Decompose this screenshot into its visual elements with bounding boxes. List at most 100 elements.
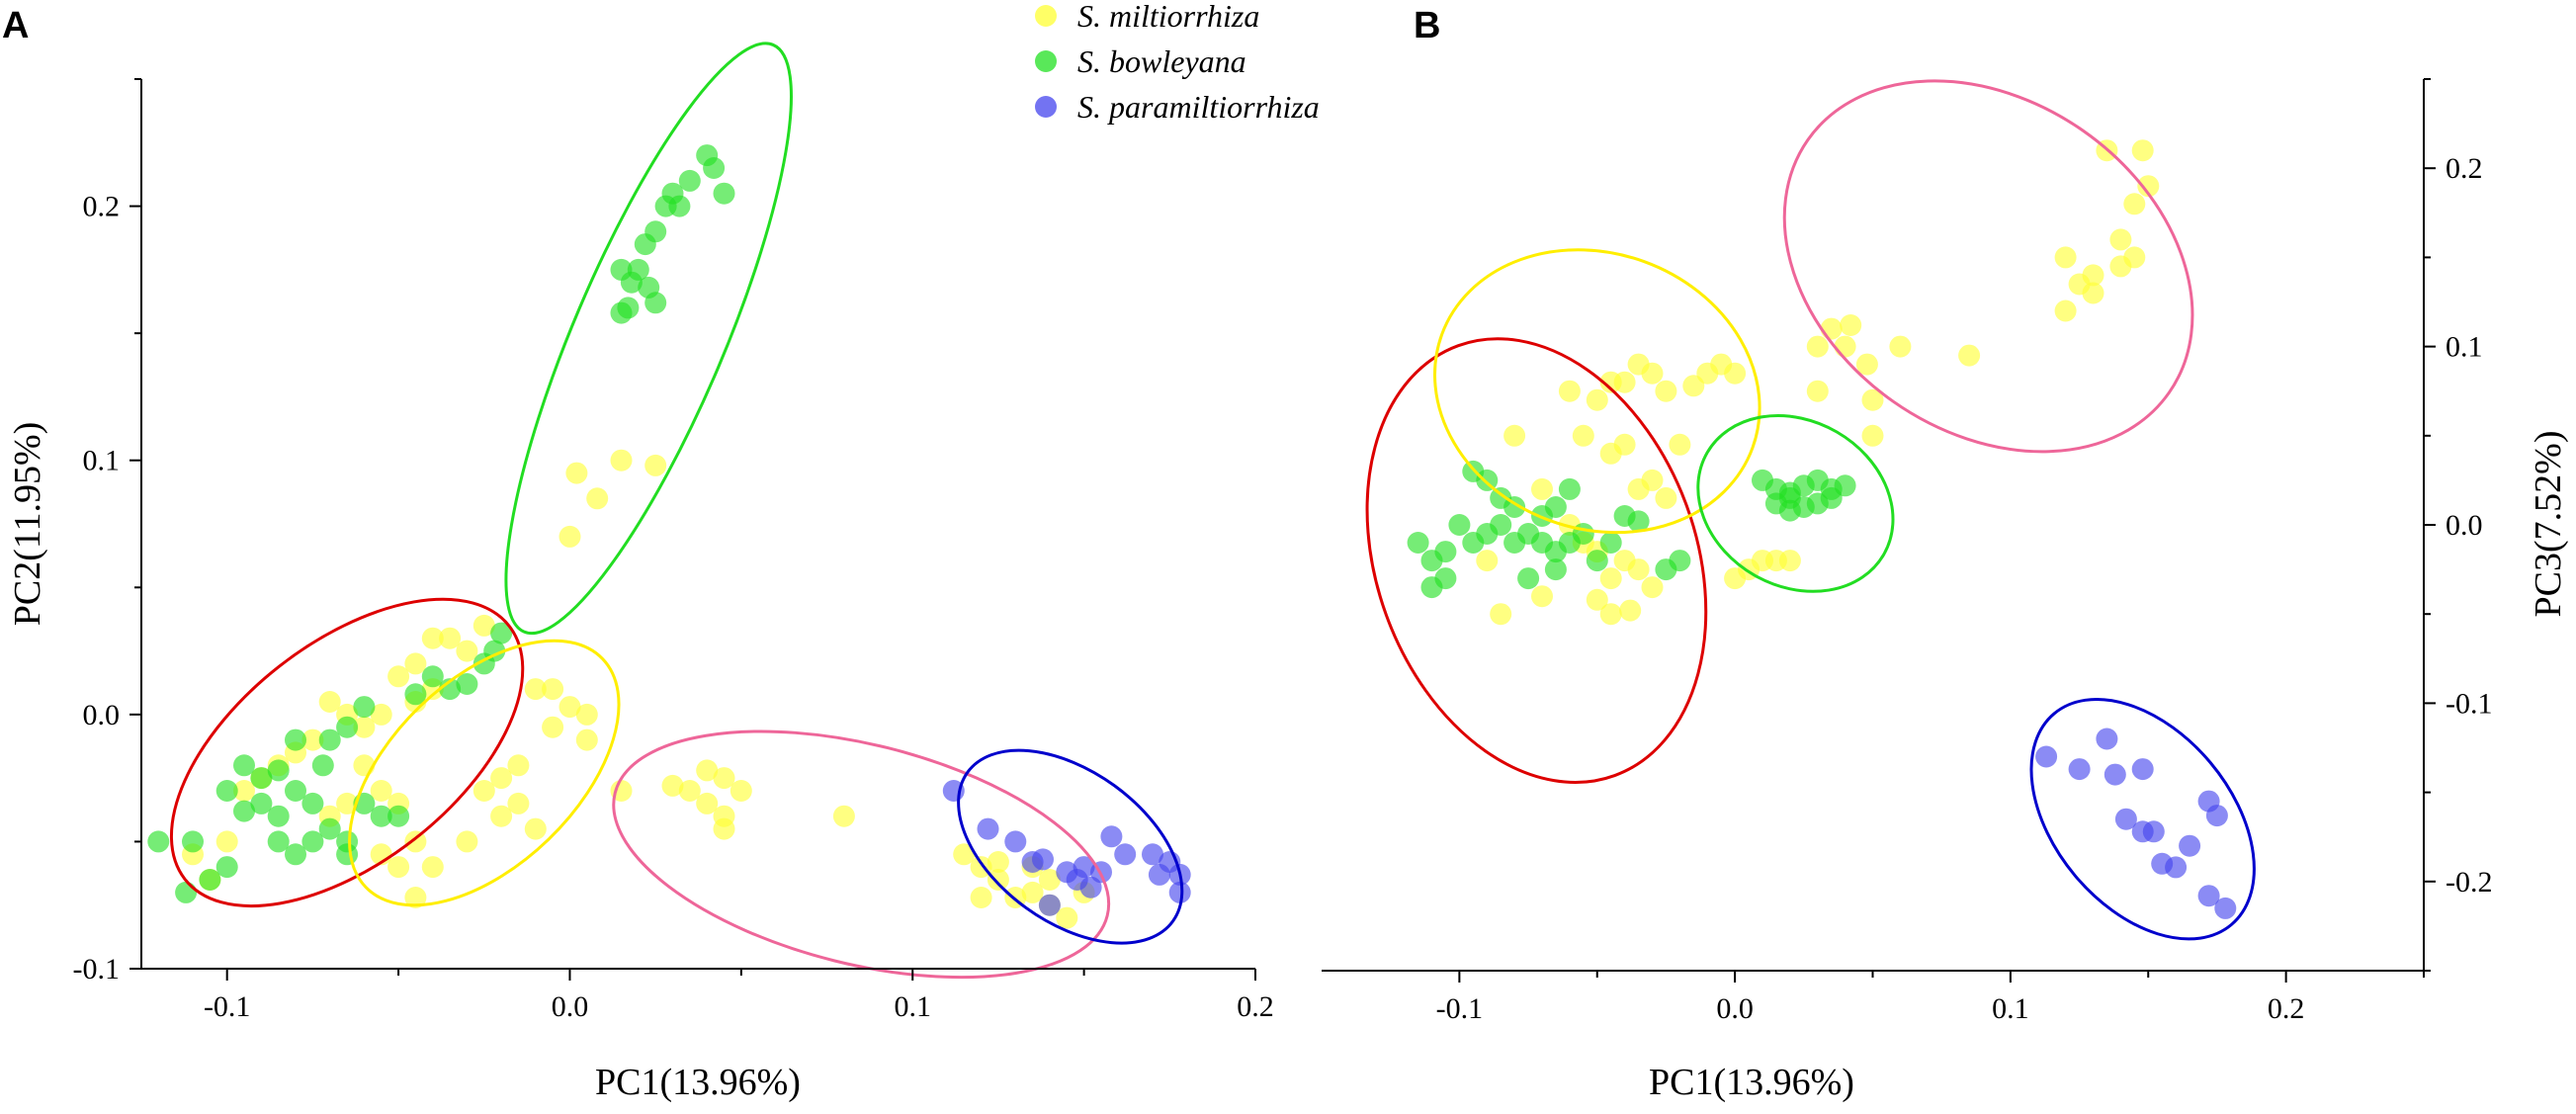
panel-a-point-bowleyana — [654, 195, 677, 217]
panel-b-point-miltiorrhiza — [1840, 314, 1862, 336]
panel-a-point-miltiorrhiza — [987, 851, 1009, 873]
panel-a-x-tick-label: 0.2 — [1237, 990, 1274, 1023]
panel-a-point-paramiltiorrhiza — [1079, 876, 1102, 899]
panel-b-point-bowleyana — [1503, 532, 1526, 554]
panel-b-point-bowleyana — [1586, 550, 1608, 572]
panel-a-point-miltiorrhiza — [301, 728, 324, 751]
panel-a-point-paramiltiorrhiza — [1142, 843, 1163, 866]
panel-a-point-bowleyana — [610, 301, 633, 324]
panel-a-point-bowleyana — [267, 805, 290, 827]
panel-a-point-miltiorrhiza — [490, 767, 513, 790]
panel-a-point-bowleyana — [175, 881, 198, 903]
panel-b-y-tick-label: -0.2 — [2446, 866, 2493, 899]
panel-a-point-miltiorrhiza — [1021, 881, 1044, 903]
panel-a-point-miltiorrhiza — [353, 716, 376, 738]
panel-a-point-bowleyana — [318, 817, 341, 840]
panel-a-point-miltiorrhiza — [558, 696, 581, 719]
panel-b-point-miltiorrhiza — [1778, 550, 1801, 572]
panel-a-point-paramiltiorrhiza — [1004, 830, 1027, 853]
panel-b-confidence-ellipse — [2029, 697, 2256, 941]
panel-b-point-miltiorrhiza — [2054, 300, 2077, 322]
legend: S. miltiorrhiza S. bowleyana S. paramilt… — [1035, 0, 1320, 125]
panel-b-point-miltiorrhiza — [1531, 477, 1553, 500]
panel-a-point-miltiorrhiza — [644, 454, 667, 476]
panel-a-point-paramiltiorrhiza — [1168, 881, 1191, 903]
panel-a-point-bowleyana — [215, 780, 238, 802]
panel-b-point-miltiorrhiza — [1669, 433, 1691, 456]
panel-a-point-miltiorrhiza — [1038, 869, 1061, 891]
legend-marker-bowleyana — [1035, 50, 1057, 72]
panel-b-x-tick-label: 0.1 — [1992, 992, 2029, 1025]
panel-a-point-paramiltiorrhiza — [1032, 848, 1054, 871]
panel-b-point-miltiorrhiza — [1724, 362, 1747, 385]
panel-label-b: B — [1414, 5, 1440, 46]
panel-a-point-miltiorrhiza — [439, 627, 462, 649]
panel-a-point-bowleyana — [301, 830, 324, 853]
panel-b-point-bowleyana — [1420, 550, 1443, 572]
panel-b-point-miltiorrhiza — [1641, 362, 1664, 385]
panel-b-point-paramiltiorrhiza — [2165, 856, 2188, 879]
panel-b-point-bowleyana — [1448, 514, 1471, 536]
panel-b-point-miltiorrhiza — [1599, 567, 1622, 590]
panel-b-x-title: PC1(13.96%) — [1649, 1062, 1854, 1103]
panel-a-point-miltiorrhiza — [661, 774, 684, 797]
panel-b: B -0.1 0.0 0.1 0.2 -0.2 -0.1 0.0 0.1 0.2 PC1(13.… — [1322, 5, 2569, 1103]
panel-a-point-miltiorrhiza — [524, 817, 547, 840]
panel-b-point-paramiltiorrhiza — [2035, 745, 2058, 768]
panel-b-point-paramiltiorrhiza — [2104, 763, 2126, 786]
panel-a-y-tick-label: 0.1 — [83, 445, 121, 477]
panel-a-point-bowleyana — [250, 792, 273, 814]
panel-a-y-title: PC2(11.95%) — [7, 422, 48, 627]
panel-b-point-miltiorrhiza — [1806, 380, 1829, 402]
panel-a-point-miltiorrhiza — [472, 614, 495, 637]
panel-b-point-miltiorrhiza — [1655, 380, 1677, 402]
panel-a-point-miltiorrhiza — [610, 449, 633, 471]
panel-b-point-miltiorrhiza — [1861, 424, 1884, 447]
panel-a-y-tick-label: -0.1 — [73, 953, 121, 985]
panel-a-point-miltiorrhiza — [370, 703, 392, 726]
panel-b-point-miltiorrhiza — [1958, 344, 1981, 367]
panel-b-y-tick-label: -0.1 — [2446, 687, 2493, 720]
panel-b-confidence-ellipse — [1782, 79, 2194, 454]
panel-a-point-bowleyana — [387, 805, 410, 827]
panel-a-point-miltiorrhiza — [558, 525, 581, 548]
panel-a-point-paramiltiorrhiza — [1038, 894, 1061, 916]
panel-b-x-tick-label: -0.1 — [1436, 992, 1484, 1025]
panel-b-point-bowleyana — [1407, 532, 1429, 554]
panel-a-point-miltiorrhiza — [421, 627, 444, 649]
panel-b-point-miltiorrhiza — [1599, 603, 1622, 626]
panel-b-point-bowleyana — [1778, 486, 1801, 509]
panel-a-point-paramiltiorrhiza — [1073, 856, 1095, 879]
panel-a-point-miltiorrhiza — [456, 640, 478, 662]
panel-b-point-bowleyana — [1544, 558, 1567, 581]
panel-a-point-bowleyana — [627, 258, 649, 281]
panel-b-point-miltiorrhiza — [2054, 246, 2077, 269]
panel-a-marks — [147, 42, 1191, 980]
legend-marker-miltiorrhiza — [1035, 5, 1057, 27]
panel-a-point-miltiorrhiza — [1056, 906, 1078, 929]
panel-b-point-miltiorrhiza — [1682, 375, 1705, 397]
panel-a-point-miltiorrhiza — [507, 754, 530, 777]
panel-a-point-bowleyana — [285, 780, 306, 802]
panel-a-point-miltiorrhiza — [404, 887, 427, 908]
panel-a-point-miltiorrhiza — [336, 792, 359, 814]
panel-a-confidence-ellipse — [348, 639, 621, 907]
panel-a-point-bowleyana — [490, 622, 513, 644]
panel-a-point-miltiorrhiza — [472, 780, 495, 802]
panel-a-x-tick-label: -0.1 — [204, 990, 251, 1023]
panel-b-point-paramiltiorrhiza — [2131, 758, 2154, 781]
panel-a-confidence-ellipse — [504, 42, 793, 636]
panel-b-point-miltiorrhiza — [1586, 588, 1608, 611]
panel-a-confidence-ellipse — [957, 748, 1184, 945]
panel-b-point-miltiorrhiza — [1503, 424, 1526, 447]
panel-a-point-miltiorrhiza — [678, 780, 701, 802]
panel-b-point-miltiorrhiza — [1724, 567, 1747, 590]
panel-a-point-bowleyana — [233, 754, 255, 777]
panel-b-point-miltiorrhiza — [1834, 335, 1856, 358]
panel-b-point-miltiorrhiza — [2123, 246, 2146, 269]
panel-b-point-miltiorrhiza — [1820, 317, 1843, 340]
panel-a-x-tick-label: 0.0 — [552, 990, 589, 1023]
panel-b-point-bowleyana — [1476, 469, 1499, 491]
panel-b-point-bowleyana — [1558, 477, 1581, 500]
